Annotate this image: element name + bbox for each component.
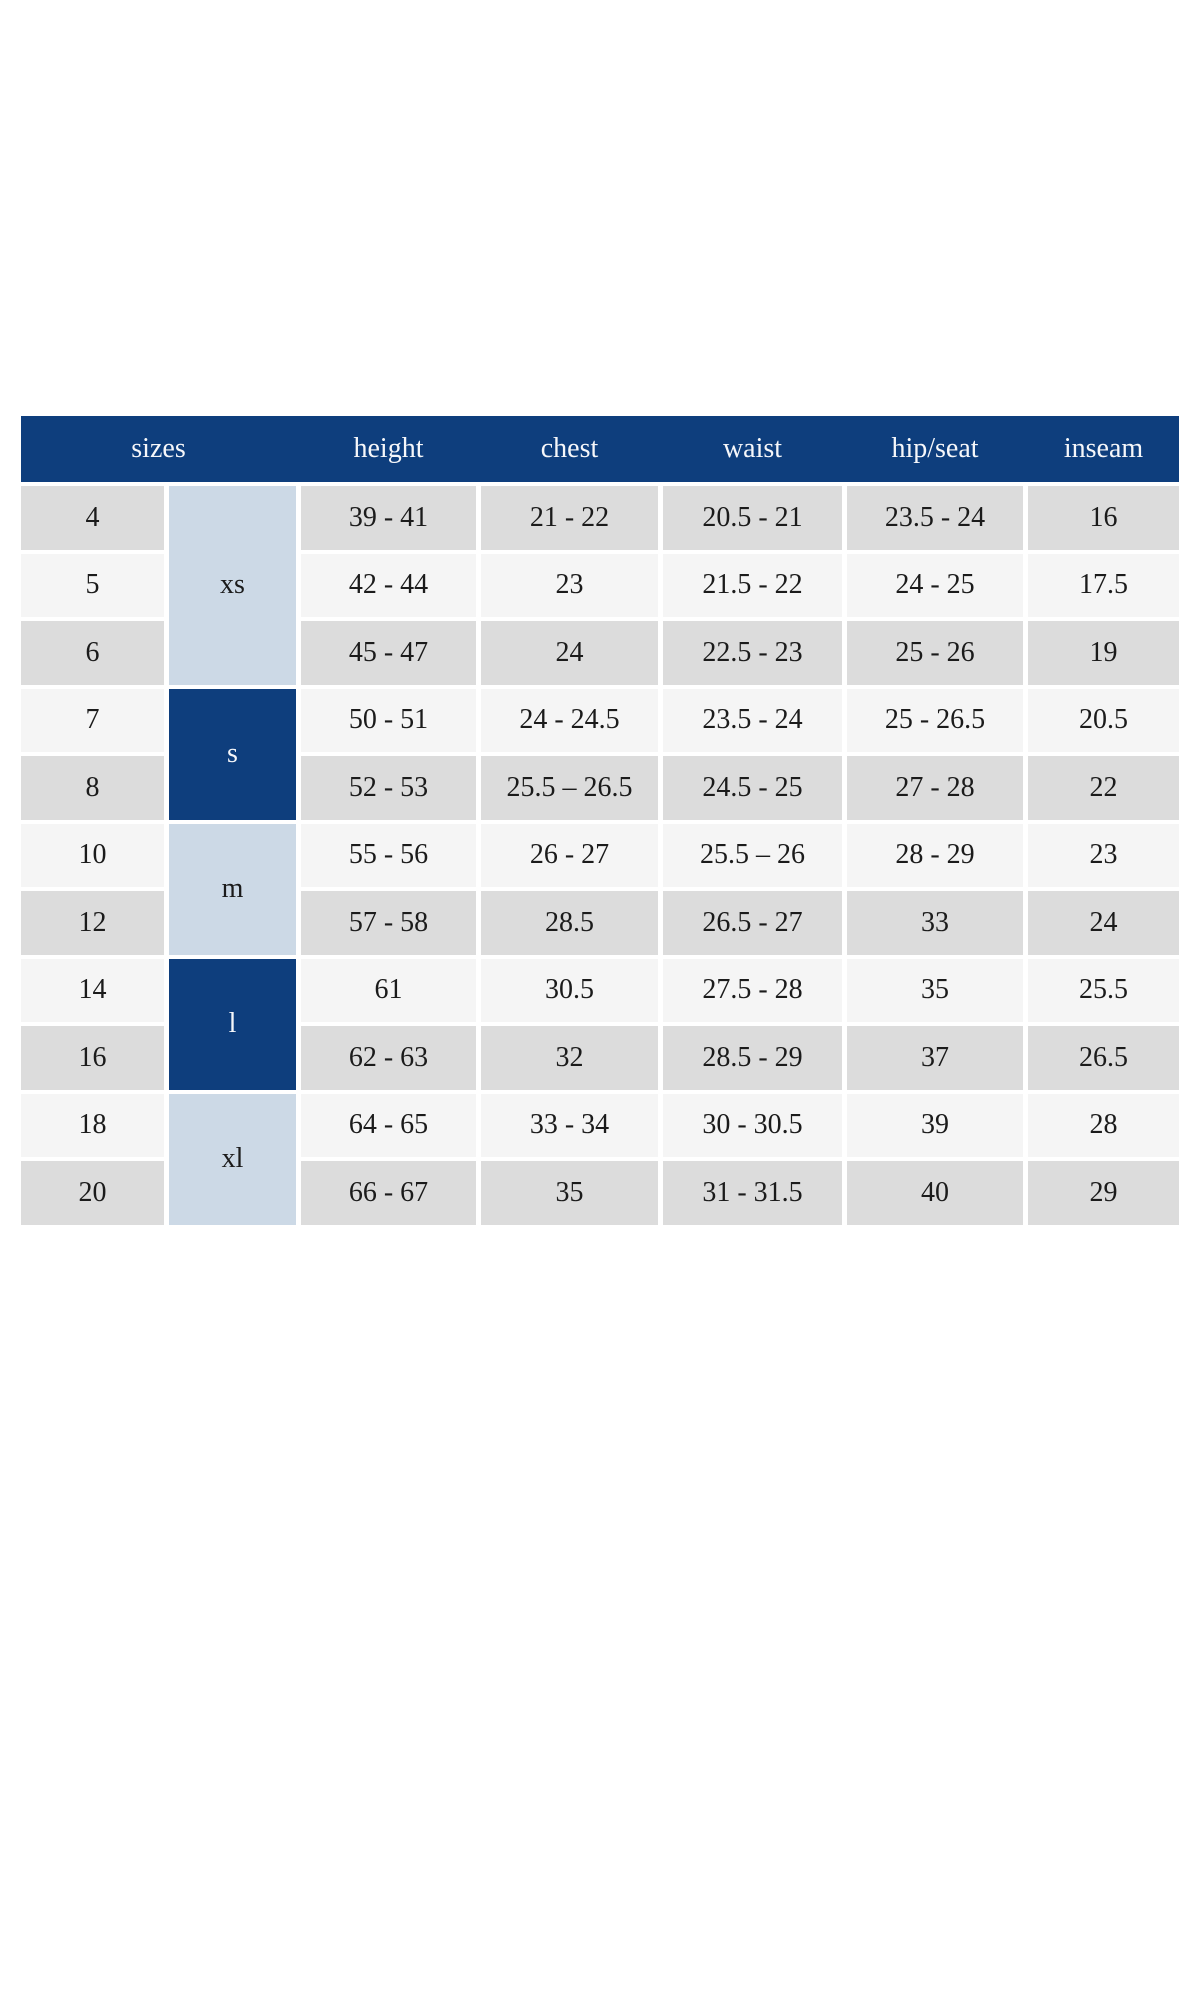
waist-cell: 31 - 31.5	[663, 1161, 842, 1225]
height-cell: 50 - 51	[301, 688, 476, 752]
hip-seat-cell: 40	[847, 1161, 1023, 1225]
size-cell: 7	[21, 688, 164, 752]
chest-cell: 28.5	[481, 891, 658, 955]
height-cell: 52 - 53	[301, 756, 476, 820]
inseam-cell: 24	[1028, 891, 1179, 955]
waist-cell: 25.5 – 26	[663, 823, 842, 887]
size-cell: 14	[21, 958, 164, 1022]
height-cell: 66 - 67	[301, 1161, 476, 1225]
size-group-cell-l: l	[169, 958, 296, 1090]
hip-seat-cell: 37	[847, 1026, 1023, 1090]
column-header-height: height	[353, 433, 424, 464]
waist-cell: 27.5 - 28	[663, 958, 842, 1022]
inseam-cell: 29	[1028, 1161, 1179, 1225]
height-cell: 57 - 58	[301, 891, 476, 955]
height-cell: 61	[301, 958, 476, 1022]
chest-cell: 33 - 34	[481, 1093, 658, 1157]
chest-cell: 24 - 24.5	[481, 688, 658, 752]
waist-cell: 21.5 - 22	[663, 553, 842, 617]
hip-seat-cell: 23.5 - 24	[847, 486, 1023, 550]
hip-seat-cell: 39	[847, 1093, 1023, 1157]
height-cell: 45 - 47	[301, 621, 476, 685]
waist-cell: 22.5 - 23	[663, 621, 842, 685]
size-cell: 20	[21, 1161, 164, 1225]
chest-cell: 23	[481, 553, 658, 617]
size-chart: sizes height chest waist hip/seat inseam…	[21, 416, 1179, 1225]
size-cell: 16	[21, 1026, 164, 1090]
size-cell: 18	[21, 1093, 164, 1157]
size-cell: 6	[21, 621, 164, 685]
hip-seat-cell: 27 - 28	[847, 756, 1023, 820]
height-cell: 55 - 56	[301, 823, 476, 887]
chest-cell: 35	[481, 1161, 658, 1225]
table-header-row: sizes height chest waist hip/seat inseam	[21, 416, 1179, 482]
size-cell: 8	[21, 756, 164, 820]
inseam-cell: 22	[1028, 756, 1179, 820]
hip-seat-cell: 25 - 26.5	[847, 688, 1023, 752]
inseam-cell: 16	[1028, 486, 1179, 550]
size-cell: 5	[21, 553, 164, 617]
hip-seat-cell: 35	[847, 958, 1023, 1022]
size-cell: 12	[21, 891, 164, 955]
height-cell: 42 - 44	[301, 553, 476, 617]
column-header-waist: waist	[722, 433, 783, 464]
hip-seat-cell: 28 - 29	[847, 823, 1023, 887]
waist-cell: 28.5 - 29	[663, 1026, 842, 1090]
column-header-chest: chest	[540, 433, 599, 464]
inseam-cell: 20.5	[1028, 688, 1179, 752]
size-group-cell-xl: xl	[169, 1093, 296, 1225]
inseam-cell: 19	[1028, 621, 1179, 685]
column-header-sizes: sizes	[131, 433, 186, 464]
size-group-cell-xs: xs	[169, 486, 296, 685]
waist-cell: 24.5 - 25	[663, 756, 842, 820]
chest-cell: 30.5	[481, 958, 658, 1022]
height-cell: 39 - 41	[301, 486, 476, 550]
chest-cell: 32	[481, 1026, 658, 1090]
waist-cell: 23.5 - 24	[663, 688, 842, 752]
size-group-cell-m: m	[169, 823, 296, 955]
chest-cell: 21 - 22	[481, 486, 658, 550]
height-cell: 64 - 65	[301, 1093, 476, 1157]
inseam-cell: 23	[1028, 823, 1179, 887]
hip-seat-cell: 24 - 25	[847, 553, 1023, 617]
chest-cell: 26 - 27	[481, 823, 658, 887]
size-cell: 10	[21, 823, 164, 887]
hip-seat-cell: 25 - 26	[847, 621, 1023, 685]
size-cell: 4	[21, 486, 164, 550]
size-chart-table: sizes height chest waist hip/seat inseam…	[21, 416, 1179, 1225]
inseam-cell: 28	[1028, 1093, 1179, 1157]
chest-cell: 24	[481, 621, 658, 685]
column-header-inseam: inseam	[1063, 433, 1144, 464]
waist-cell: 26.5 - 27	[663, 891, 842, 955]
waist-cell: 30 - 30.5	[663, 1093, 842, 1157]
inseam-cell: 25.5	[1028, 958, 1179, 1022]
inseam-cell: 17.5	[1028, 553, 1179, 617]
chest-cell: 25.5 – 26.5	[481, 756, 658, 820]
column-header-hip-seat: hip/seat	[891, 433, 979, 464]
size-group-cell-s: s	[169, 688, 296, 820]
waist-cell: 20.5 - 21	[663, 486, 842, 550]
inseam-cell: 26.5	[1028, 1026, 1179, 1090]
hip-seat-cell: 33	[847, 891, 1023, 955]
height-cell: 62 - 63	[301, 1026, 476, 1090]
